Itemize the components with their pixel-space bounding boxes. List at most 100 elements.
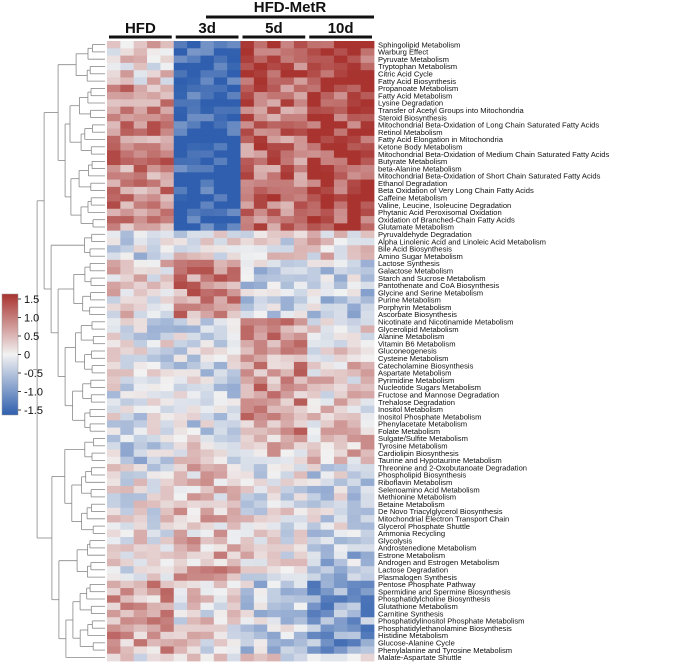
heatmap-cell (280, 456, 295, 465)
row-label: Fatty Acid Metabolism (378, 91, 452, 100)
heatmap-cell (147, 165, 161, 173)
heatmap-cell (253, 551, 268, 560)
heatmap-cell (280, 84, 295, 93)
heatmap-cell (320, 383, 335, 392)
heatmap-cell (253, 595, 268, 604)
heatmap-cell (280, 383, 295, 392)
heatmap-cell (293, 296, 308, 304)
heatmap-cell (187, 113, 201, 122)
color-scale-tick: 1.5 (24, 294, 39, 306)
heatmap-cell (293, 617, 308, 625)
heatmap-cell (187, 303, 201, 312)
row-label: Glycine and Serine Metabolism (378, 288, 483, 297)
heatmap-cell (147, 289, 161, 297)
heatmap-cell (120, 653, 135, 662)
heatmap-cell (147, 245, 161, 253)
heatmap-cell (253, 223, 268, 232)
heatmap-cell (280, 646, 295, 655)
heatmap-cell (360, 208, 375, 217)
heatmap-cell (280, 631, 295, 640)
heatmap-cell (280, 41, 295, 49)
heatmap-cell (253, 522, 268, 531)
heatmap-cell (240, 449, 255, 458)
heatmap-cell (333, 537, 348, 545)
heatmap-cell (333, 347, 348, 356)
heatmap-cell (227, 310, 241, 319)
heatmap-cell (213, 113, 228, 122)
heatmap-cell (200, 194, 215, 202)
heatmap-cell (200, 434, 215, 443)
group-label-0: HFD (125, 20, 156, 37)
heatmap-cell (267, 62, 281, 71)
heatmap-cell (280, 588, 295, 596)
heatmap-cell (267, 135, 281, 144)
heatmap-cell (227, 383, 241, 392)
heatmap-cell (267, 646, 281, 655)
heatmap-cell (293, 449, 308, 458)
heatmap-cell (227, 529, 241, 538)
heatmap-cell (147, 405, 161, 414)
heatmap-cell (320, 624, 335, 633)
heatmap-cell (293, 507, 308, 516)
heatmap-cell (213, 566, 228, 574)
heatmap-cell (333, 551, 348, 560)
heatmap-cell (200, 179, 215, 188)
heatmap-cell (360, 551, 375, 560)
heatmap-cell (120, 558, 135, 567)
heatmap-cell (160, 310, 175, 319)
heatmap-cell (227, 369, 241, 377)
heatmap-cell (333, 259, 348, 268)
heatmap-cell (187, 70, 201, 78)
row-label: Vitamin B6 Metabolism (378, 339, 456, 348)
heatmap-cell (160, 347, 175, 356)
heatmap-cell (160, 274, 175, 283)
heatmap-cell (347, 434, 362, 443)
heatmap-cell (240, 653, 255, 662)
heatmap-cell (333, 427, 348, 436)
heatmap-cell (160, 609, 175, 618)
heatmap-cell (107, 150, 121, 159)
heatmap-cell (347, 500, 362, 509)
heatmap-cell (307, 303, 321, 312)
heatmap-cell (200, 639, 215, 647)
heatmap-cell (307, 376, 321, 385)
heatmap-cell (267, 274, 281, 283)
heatmap-cell (173, 646, 188, 655)
heatmap-cell (333, 84, 348, 93)
heatmap-cell (213, 121, 228, 129)
heatmap-cell (160, 551, 175, 560)
heatmap-cell (253, 485, 268, 494)
heatmap-cell (267, 318, 281, 326)
heatmap-cell (213, 646, 228, 655)
heatmap-cell (267, 361, 281, 370)
heatmap-cell (213, 172, 228, 180)
heatmap-cell (213, 303, 228, 312)
heatmap-cell (200, 289, 215, 297)
heatmap-cell (267, 310, 281, 319)
heatmap-cell (240, 639, 255, 647)
heatmap-cell (307, 77, 321, 86)
heatmap-cell (320, 179, 335, 188)
heatmap-cell (267, 449, 281, 458)
heatmap-cell (280, 325, 295, 334)
heatmap-cell (120, 267, 135, 275)
heatmap-cell (253, 216, 268, 224)
heatmap-cell (267, 41, 281, 49)
heatmap-cell (293, 529, 308, 538)
heatmap-cell (147, 310, 161, 319)
heatmap-cell (173, 259, 188, 268)
heatmap-cell (320, 507, 335, 516)
heatmap-cell (160, 194, 175, 202)
heatmap-cell (107, 325, 121, 334)
heatmap-cell (173, 128, 188, 137)
heatmap-cell (347, 653, 362, 662)
color-scale-tick: 0 (24, 350, 30, 362)
heatmap-cell (347, 245, 362, 253)
heatmap-cell (160, 252, 175, 261)
heatmap-cell (320, 237, 335, 246)
heatmap-cell (120, 493, 135, 501)
row-label: Ammonia Recycling (378, 529, 445, 538)
row-label: beta-Alanine Metabolism (378, 164, 462, 173)
heatmap-cell (360, 639, 375, 647)
heatmap-cell (173, 653, 188, 662)
